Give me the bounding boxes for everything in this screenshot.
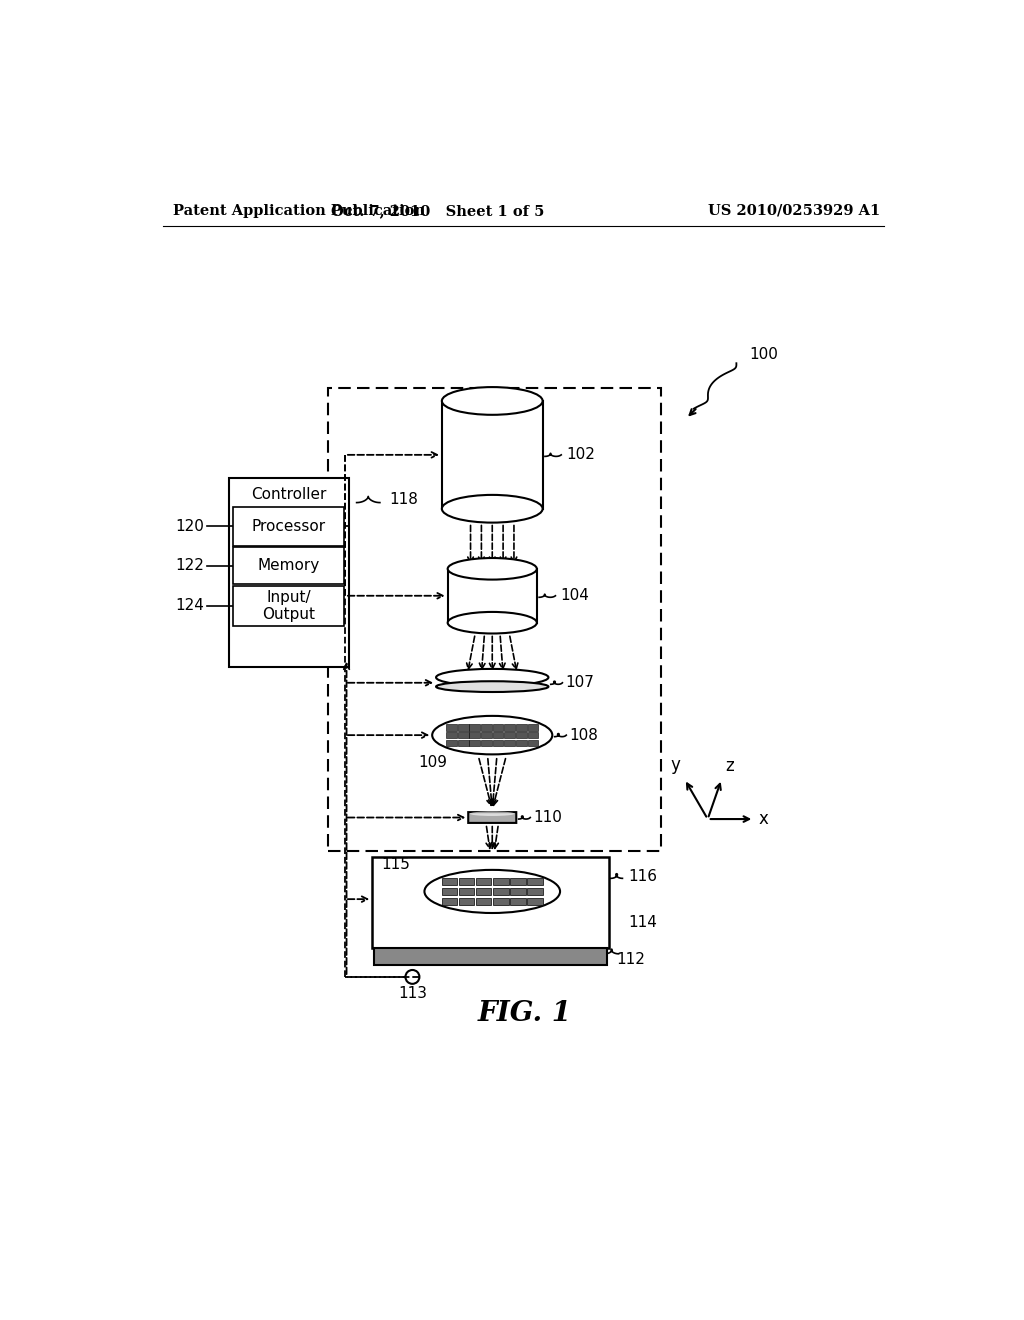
Text: y: y (671, 756, 681, 775)
Bar (493, 725, 504, 730)
Bar (504, 725, 515, 730)
Bar (328, 388, 662, 851)
Text: 115: 115 (381, 857, 411, 873)
Bar (481, 733, 492, 738)
Bar (527, 725, 539, 730)
Text: 120: 120 (175, 519, 204, 535)
Bar (493, 733, 504, 738)
Bar (459, 898, 474, 906)
Bar (233, 507, 344, 545)
Bar (442, 878, 458, 886)
Bar (458, 739, 469, 746)
Text: US 2010/0253929 A1: US 2010/0253929 A1 (709, 203, 881, 218)
Bar (469, 725, 480, 730)
Text: Controller: Controller (251, 487, 327, 503)
Text: 104: 104 (560, 589, 589, 603)
Text: 110: 110 (534, 810, 562, 825)
Bar (481, 725, 492, 730)
Bar (374, 948, 607, 965)
Bar (442, 887, 458, 895)
Ellipse shape (432, 715, 552, 755)
Bar (459, 887, 474, 895)
Bar (493, 739, 504, 746)
Text: Patent Application Publication: Patent Application Publication (173, 203, 425, 218)
Bar (233, 548, 344, 585)
Ellipse shape (447, 558, 537, 579)
Bar (510, 898, 525, 906)
Text: 113: 113 (398, 986, 427, 1002)
Bar (527, 739, 539, 746)
Bar (527, 733, 539, 738)
Bar (510, 878, 525, 886)
Bar (504, 739, 515, 746)
Ellipse shape (442, 387, 543, 414)
Bar (481, 739, 492, 746)
Bar (469, 733, 480, 738)
Text: Memory: Memory (258, 558, 319, 573)
Text: FIG. 1: FIG. 1 (478, 999, 571, 1027)
Bar (527, 878, 543, 886)
Ellipse shape (447, 612, 537, 634)
Ellipse shape (470, 812, 515, 816)
Text: Oct. 7, 2010   Sheet 1 of 5: Oct. 7, 2010 Sheet 1 of 5 (332, 203, 545, 218)
Text: 109: 109 (419, 755, 447, 770)
Bar (446, 725, 457, 730)
Bar (458, 725, 469, 730)
Text: x: x (758, 810, 768, 828)
Text: 122: 122 (175, 558, 204, 573)
Text: 124: 124 (175, 598, 204, 614)
Ellipse shape (442, 495, 543, 523)
Ellipse shape (436, 669, 549, 686)
Bar (459, 878, 474, 886)
Bar (372, 857, 608, 948)
Bar (493, 878, 509, 886)
Text: Input/
Output: Input/ Output (262, 590, 315, 622)
Text: 112: 112 (616, 952, 645, 966)
Text: Processor: Processor (252, 519, 326, 535)
Text: 102: 102 (566, 447, 595, 462)
Bar (442, 898, 458, 906)
Text: 108: 108 (569, 727, 598, 743)
Text: 118: 118 (389, 492, 418, 507)
Bar (233, 586, 344, 626)
Text: 116: 116 (628, 869, 656, 883)
Ellipse shape (424, 870, 560, 913)
Bar (228, 478, 349, 667)
Bar (469, 739, 480, 746)
Bar (493, 887, 509, 895)
Bar (476, 878, 492, 886)
Bar (476, 887, 492, 895)
Bar (476, 898, 492, 906)
Ellipse shape (436, 681, 549, 692)
Bar (527, 887, 543, 895)
FancyBboxPatch shape (468, 812, 516, 822)
Bar (458, 733, 469, 738)
Bar (516, 739, 526, 746)
Bar (527, 898, 543, 906)
Bar (504, 733, 515, 738)
Bar (510, 887, 525, 895)
Text: 107: 107 (565, 676, 594, 690)
Bar (516, 733, 526, 738)
Text: z: z (725, 758, 733, 775)
Bar (446, 733, 457, 738)
Text: 114: 114 (628, 915, 656, 929)
Bar (446, 739, 457, 746)
Bar (493, 898, 509, 906)
Text: 100: 100 (750, 347, 778, 362)
Bar (516, 725, 526, 730)
